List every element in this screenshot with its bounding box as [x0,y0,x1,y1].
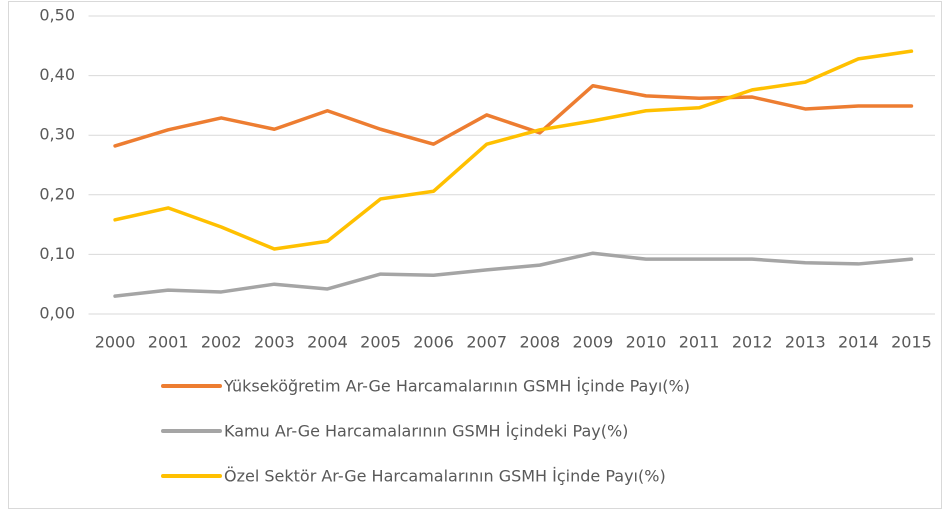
x-tick-label: 2001 [148,333,189,352]
y-tick-label: 0,40 [39,65,75,84]
x-tick-label: 2005 [360,333,401,352]
x-tick-label: 2008 [519,333,560,352]
x-tick-label: 2006 [413,333,454,352]
y-tick-label: 0,00 [39,304,75,323]
line-series [113,251,914,298]
x-tick-label: 2012 [732,333,773,352]
line-series [113,49,914,251]
line-series [113,83,914,148]
x-tick-label: 2004 [307,333,348,352]
x-tick-label: 2013 [785,333,826,352]
x-tick-label: 2007 [466,333,507,352]
x-tick-label: 2011 [679,333,720,352]
legend-label: Kamu Ar-Ge Harcamalarının GSMH İçindeki … [224,422,628,441]
y-tick-label: 0,20 [39,184,75,203]
y-tick-label: 0,30 [39,125,75,144]
legend-label: Özel Sektör Ar-Ge Harcamalarının GSMH İç… [224,467,666,486]
x-tick-label: 2014 [838,333,879,352]
x-tick-label: 2009 [573,333,614,352]
y-tick-label: 0,10 [39,244,75,263]
x-tick-label: 2000 [95,333,136,352]
x-tick-label: 2015 [891,333,932,352]
x-tick-label: 2002 [201,333,242,352]
y-tick-label: 0,50 [39,6,75,25]
x-tick-label: 2003 [254,333,295,352]
x-tick-label: 2010 [626,333,667,352]
legend-label: Yükseköğretim Ar-Ge Harcamalarının GSMH … [223,377,690,396]
